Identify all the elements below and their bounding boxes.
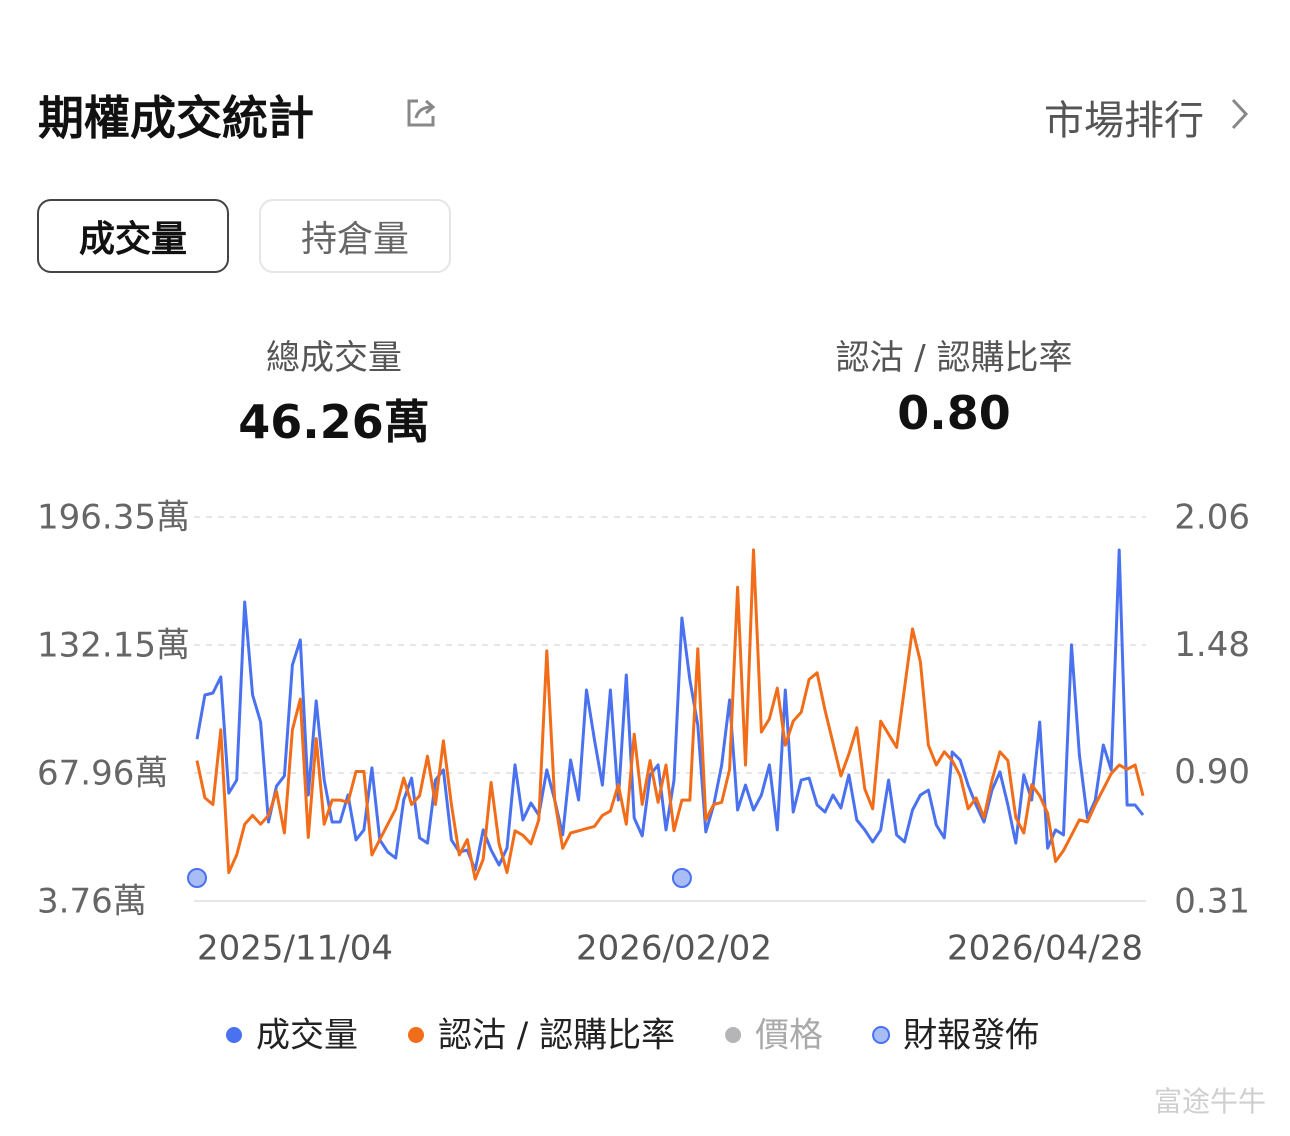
legend-label[interactable]: 價格 [755, 1016, 823, 1056]
x-tick-label: 2025/11/04 [197, 929, 393, 969]
stat-value: 46.26萬 [238, 395, 430, 449]
title: 期權成交統計 [38, 91, 314, 145]
legend-dot [226, 1027, 242, 1043]
series-line [195, 548, 1145, 872]
legend-dot [725, 1027, 742, 1043]
watermark: 富途牛牛 [1153, 1085, 1266, 1118]
legend-label[interactable]: 成交量 [256, 1016, 358, 1056]
y-tick-label: 132.15萬 [37, 626, 190, 666]
stat-label: 總成交量 [266, 338, 402, 378]
event-marker [671, 868, 692, 888]
x-tick-label: 2026/02/02 [576, 929, 772, 969]
y2-tick-label: 2.06 [1174, 498, 1250, 538]
chart: 3.76萬 67.96萬 132.15萬 196.35萬 0.31 0.90 1.48 2.0… [37, 498, 1250, 1056]
tab[interactable]: 持倉量 [259, 199, 451, 273]
series-line [195, 548, 1145, 881]
legend-label[interactable]: 財報發佈 [903, 1016, 1039, 1056]
event-marker [187, 868, 207, 888]
x-tick-label: 2026/04/28 [947, 929, 1143, 969]
share-icon[interactable] [404, 96, 438, 130]
y2-tick-label: 1.48 [1174, 625, 1250, 665]
legend-dot [872, 1026, 891, 1044]
market-rank-link[interactable]: 市場排行 [1044, 98, 1204, 144]
y-tick-label: 3.76萬 [37, 882, 147, 922]
tab-active[interactable]: 成交量 [37, 199, 229, 273]
chevron[interactable] [1228, 94, 1252, 134]
stat-value: 0.80 [897, 386, 1011, 440]
legend-dot [408, 1027, 424, 1043]
y2-tick-label: 0.31 [1174, 882, 1250, 922]
stat-label: 認沽 / 認購比率 [835, 338, 1073, 378]
y-tick-label: 67.96萬 [37, 753, 168, 793]
legend-label[interactable]: 認沽 / 認購比率 [438, 1016, 675, 1056]
y-tick-label: 196.35萬 [37, 498, 190, 538]
y2-tick-label: 0.90 [1174, 752, 1250, 792]
